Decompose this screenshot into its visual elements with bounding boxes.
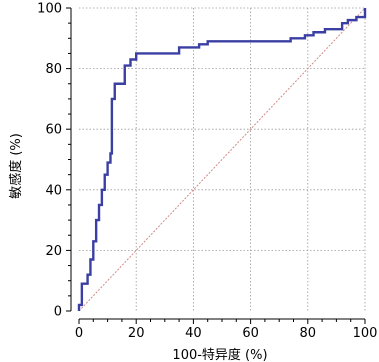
- x-tick-label: 0: [75, 326, 83, 341]
- x-tick-label: 100: [353, 326, 378, 341]
- y-tick-label: 20: [45, 244, 62, 259]
- reference-line-group: [78, 7, 366, 312]
- y-tick-labels: 0 20 40 60 80 100: [37, 2, 62, 320]
- y-tick-label: 60: [45, 123, 62, 138]
- grid: [79, 7, 366, 311]
- axes: [66, 7, 366, 324]
- y-tick-label: 100: [37, 2, 62, 17]
- y-tick-label: 0: [54, 305, 62, 320]
- x-tick-label: 40: [185, 326, 202, 341]
- y-tick-label: 40: [45, 183, 62, 198]
- reference-diagonal-line: [78, 7, 366, 312]
- x-tick-label: 60: [242, 326, 259, 341]
- x-tick-label: 20: [128, 326, 145, 341]
- x-axis-title: 100-特异度 (%): [172, 347, 267, 362]
- roc-curve-line: [77, 8, 367, 311]
- y-axis-title: 敏感度 (%): [8, 133, 24, 199]
- x-tick-label: 80: [300, 326, 317, 341]
- y-tick-label: 80: [45, 62, 62, 77]
- x-tick-labels: 0 20 40 60 80 100: [75, 326, 378, 341]
- roc-curve-group: [77, 8, 367, 311]
